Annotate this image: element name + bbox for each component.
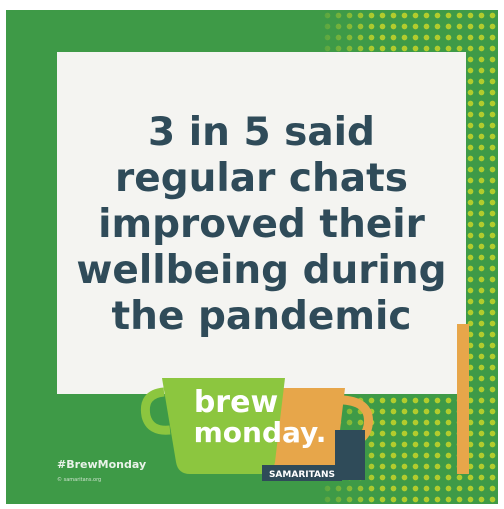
samaritans-label: SAMARITANS <box>269 470 335 480</box>
green-mug-icon <box>140 378 285 474</box>
headline-line-5: the pandemic <box>111 294 412 339</box>
headline: 3 in 5 said regular chats improved their… <box>57 110 466 340</box>
small-print: © samaritans.org <box>57 477 102 483</box>
logo-word-monday: monday. <box>194 416 327 449</box>
headline-line-4: wellbeing during <box>76 248 447 293</box>
orange-accent-bar <box>457 324 469 474</box>
headline-line-3: improved their <box>98 202 425 247</box>
brew-monday-logo: brew monday. SAMARITANS <box>140 378 373 481</box>
samaritans-badge <box>262 465 342 481</box>
headline-line-1: 3 in 5 said <box>148 110 375 155</box>
headline-line-2: regular chats <box>115 156 408 201</box>
hashtag-label: #BrewMonday <box>57 458 147 471</box>
logo-word-brew: brew <box>194 385 278 420</box>
quote-card <box>57 52 466 394</box>
